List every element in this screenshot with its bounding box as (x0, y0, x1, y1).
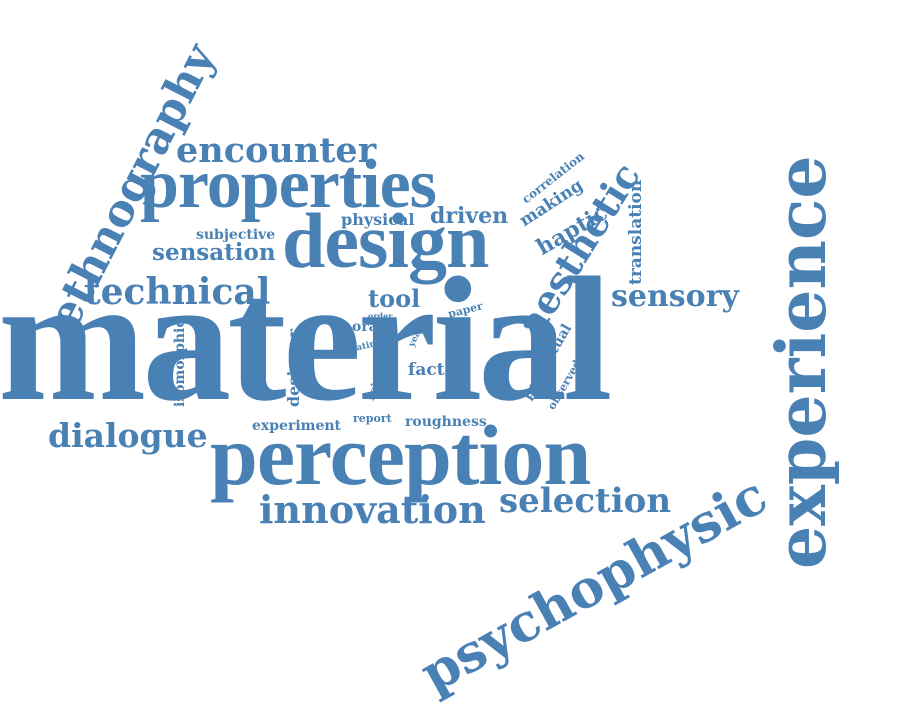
word-order: order (368, 311, 393, 321)
word-technical: technical (84, 271, 271, 313)
word-perception: perception (210, 407, 591, 503)
word-sensory: sensory (611, 279, 739, 314)
word-isomorphic: isomorphic (172, 319, 188, 407)
word-roughness: roughness (405, 414, 487, 430)
word-tool: tool (368, 284, 421, 313)
word-material: material (0, 240, 612, 438)
word-selection: selection (499, 481, 672, 521)
word-report: report (353, 412, 392, 425)
word-sensation: sensation (152, 239, 276, 266)
word-physical: physical (341, 210, 415, 229)
word-innovation: innovation (259, 487, 486, 532)
word-designer: designer (284, 329, 303, 407)
word-experiment: experiment (252, 418, 342, 434)
word-encounter: encounter (176, 130, 377, 171)
word-subjective: subjective (196, 227, 276, 243)
word-oral: oral (352, 319, 384, 335)
word-experience: experience (762, 155, 842, 569)
word-dialogue: dialogue (48, 416, 208, 455)
word-driven: driven (430, 203, 509, 229)
word-translation: translation (626, 179, 646, 285)
word-properties: properties (140, 146, 437, 223)
word-factor: factor (408, 360, 465, 380)
word-design: design (282, 197, 489, 284)
